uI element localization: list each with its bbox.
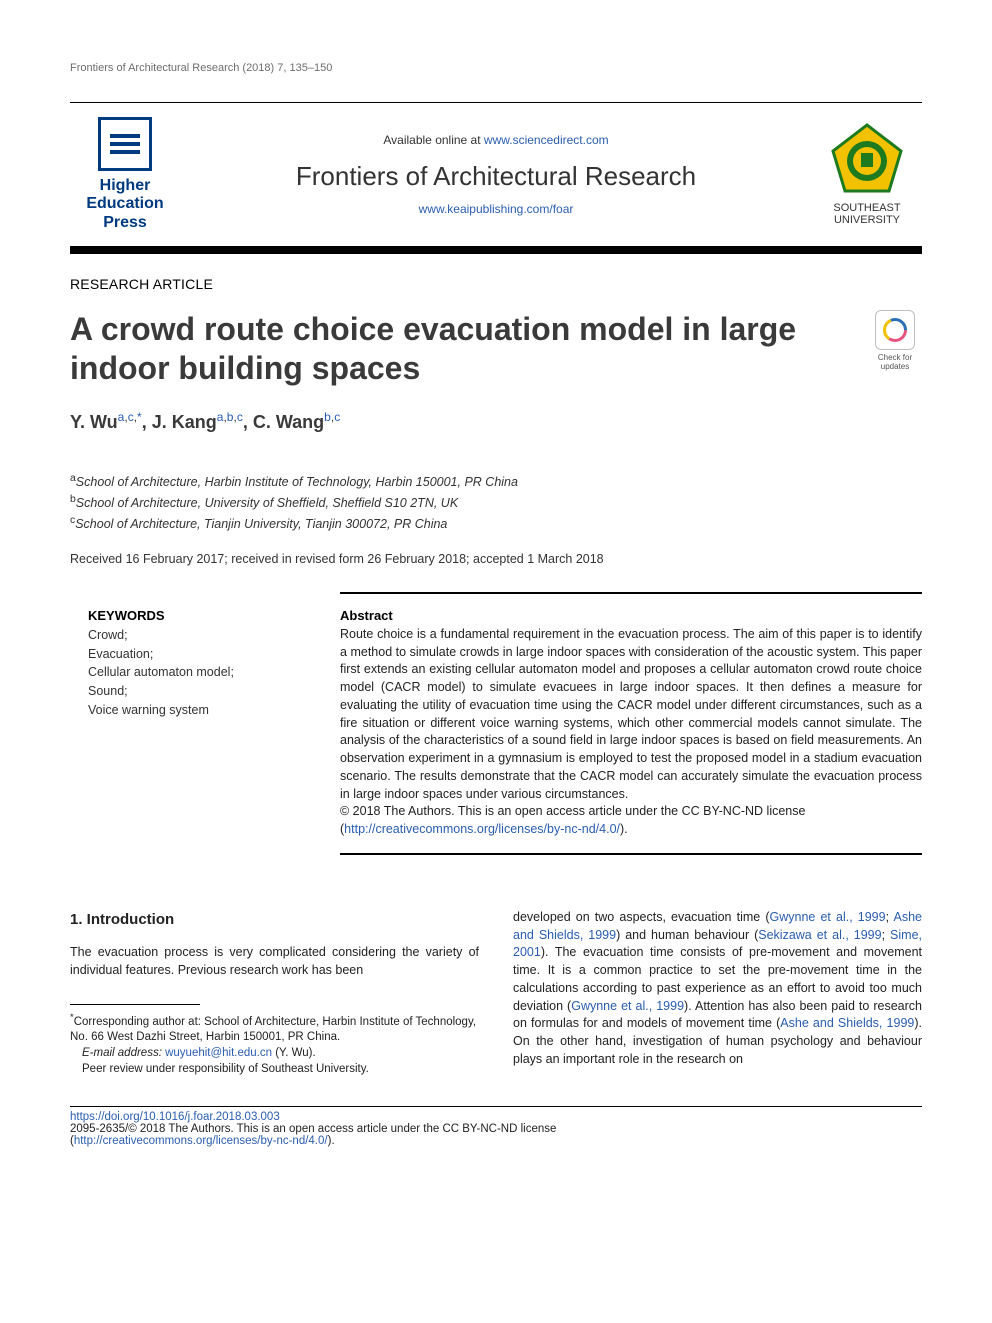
footnote-corr: Corresponding author at: School of Archi… <box>70 1016 476 1044</box>
check-updates-label: Check for updates <box>868 353 922 371</box>
section-1-heading: 1. Introduction <box>70 909 479 930</box>
seu-seal-icon <box>831 123 903 195</box>
column-left: 1. Introduction The evacuation process i… <box>70 909 479 1078</box>
publisher-name-1: Higher <box>70 177 180 195</box>
footnote-email-label: E-mail address: <box>82 1047 165 1059</box>
footnote-peer-review: Peer review under responsibility of Sout… <box>70 1062 478 1078</box>
footnotes: *Corresponding author at: School of Arch… <box>70 1005 478 1078</box>
author-3-aff-c[interactable]: c <box>334 410 340 424</box>
author-2: J. Kang <box>152 412 217 432</box>
footnote-email-link[interactable]: wuyuehit@hit.edu.cn <box>165 1047 272 1059</box>
abstract-block: Abstract Route choice is a fundamental r… <box>340 608 922 839</box>
seu-logo: SOUTHEAST UNIVERSITY <box>812 123 922 226</box>
column-right: developed on two aspects, evacuation tim… <box>513 909 922 1078</box>
affiliation-a: School of Architecture, Harbin Institute… <box>76 475 518 489</box>
section-1-para-1: The evacuation process is very complicat… <box>70 944 479 980</box>
footnote-email-owner: (Y. Wu). <box>272 1047 316 1059</box>
authors: Y. Wua,c,*, J. Kanga,b,c, C. Wangb,c <box>70 410 922 433</box>
bottom-license-link[interactable]: http://creativecommons.org/licenses/by-n… <box>74 1135 328 1147</box>
doi-link[interactable]: https://doi.org/10.1016/j.foar.2018.03.0… <box>70 1111 280 1123</box>
check-for-updates[interactable]: Check for updates <box>868 310 922 371</box>
author-3-aff-b[interactable]: b <box>324 410 331 424</box>
author-1: Y. Wu <box>70 412 118 432</box>
ref-ashe-1999-b[interactable]: Ashe and Shields, 1999 <box>780 1016 914 1030</box>
author-1-aff-a[interactable]: a <box>118 410 125 424</box>
publisher-name-2: Education <box>70 195 180 213</box>
affiliation-b: School of Architecture, University of Sh… <box>76 496 458 510</box>
abstract-top-rule <box>340 592 922 594</box>
abstract-text: Route choice is a fundamental requiremen… <box>340 627 922 801</box>
bottom-rule: https://doi.org/10.1016/j.foar.2018.03.0… <box>70 1106 922 1147</box>
availability-prefix: Available online at <box>383 133 484 147</box>
check-updates-icon <box>875 310 915 350</box>
author-2-aff-a[interactable]: a <box>217 410 224 424</box>
bottom-license-close: ). <box>328 1135 335 1147</box>
keywords-list: Crowd; Evacuation; Cellular automaton mo… <box>88 626 306 720</box>
author-3: C. Wang <box>253 412 324 432</box>
keywords-heading: KEYWORDS <box>88 608 306 623</box>
publisher-logo: Higher Education Press <box>70 117 180 232</box>
center-meta: Available online at www.sciencedirect.co… <box>180 133 812 216</box>
seu-name-2: UNIVERSITY <box>812 214 922 226</box>
col2-text-a: developed on two aspects, evacuation tim… <box>513 910 770 924</box>
thick-rule <box>70 246 922 254</box>
abstract-heading: Abstract <box>340 608 922 623</box>
ref-gwynne-1999-b[interactable]: Gwynne et al., 1999 <box>571 999 684 1013</box>
col2-text-d: ; <box>882 928 890 942</box>
article-title: A crowd route choice evacuation model in… <box>70 310 850 388</box>
running-head: Frontiers of Architectural Research (201… <box>70 62 922 74</box>
publisher-icon <box>98 117 152 171</box>
ref-sekizawa-1999[interactable]: Sekizawa et al., 1999 <box>758 928 881 942</box>
abstract-copyright: © 2018 The Authors. This is an open acce… <box>340 804 805 818</box>
col2-text-b: ; <box>886 910 894 924</box>
article-type: RESEARCH ARTICLE <box>70 276 922 292</box>
affiliation-c: School of Architecture, Tianjin Universi… <box>75 517 447 531</box>
author-sep-2: , <box>243 412 253 432</box>
author-2-aff-b[interactable]: b <box>227 410 234 424</box>
abstract-bottom-rule <box>340 853 922 855</box>
journal-name: Frontiers of Architectural Research <box>180 161 812 192</box>
abstract-license-link[interactable]: http://creativecommons.org/licenses/by-n… <box>344 822 620 836</box>
header-block: Higher Education Press Available online … <box>70 103 922 246</box>
abstract-license-close: ). <box>620 822 628 836</box>
sciencedirect-link[interactable]: www.sciencedirect.com <box>484 133 609 147</box>
journal-homepage-link[interactable]: www.keaipublishing.com/foar <box>419 202 574 216</box>
keywords-block: KEYWORDS Crowd; Evacuation; Cellular aut… <box>70 608 306 839</box>
author-1-aff-c[interactable]: c <box>128 410 134 424</box>
body-columns: 1. Introduction The evacuation process i… <box>70 909 922 1078</box>
seu-name-1: SOUTHEAST <box>812 202 922 214</box>
author-sep-1: , <box>142 412 152 432</box>
col2-text-c: ) and human behaviour ( <box>616 928 758 942</box>
ref-gwynne-1999[interactable]: Gwynne et al., 1999 <box>770 910 886 924</box>
affiliations: aSchool of Architecture, Harbin Institut… <box>70 471 922 534</box>
issn-copyright: 2095-2635/© 2018 The Authors. This is an… <box>70 1123 556 1135</box>
article-history: Received 16 February 2017; received in r… <box>70 552 922 566</box>
publisher-name-3: Press <box>70 214 180 232</box>
